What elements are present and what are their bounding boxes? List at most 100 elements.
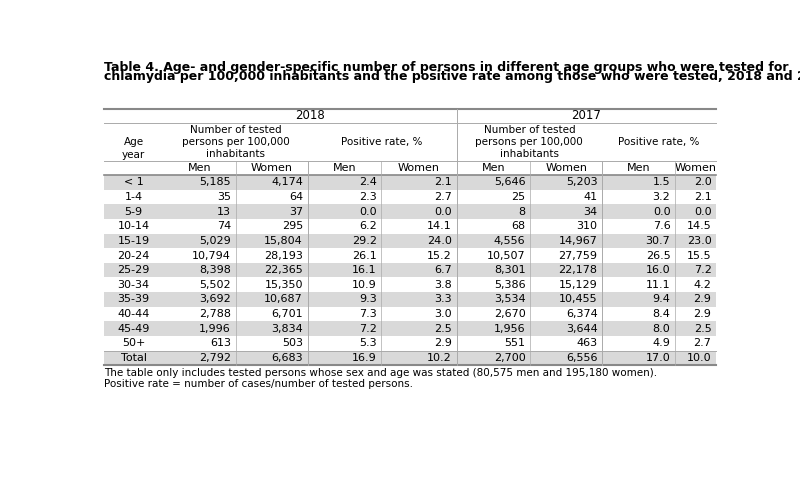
- Bar: [104, 190, 716, 204]
- Text: 2,700: 2,700: [494, 353, 526, 363]
- Text: 7.3: 7.3: [359, 309, 377, 319]
- Text: 2.1: 2.1: [694, 192, 711, 202]
- Text: 6,556: 6,556: [566, 353, 598, 363]
- Text: Number of tested
persons per 100,000
inhabitants: Number of tested persons per 100,000 inh…: [182, 124, 290, 159]
- Bar: [104, 263, 716, 277]
- Text: 28,193: 28,193: [264, 250, 303, 261]
- Text: 7.2: 7.2: [694, 265, 711, 275]
- Bar: [104, 292, 716, 307]
- Bar: [104, 204, 716, 219]
- Text: 11.1: 11.1: [646, 280, 670, 290]
- Bar: [104, 336, 716, 351]
- Text: 23.0: 23.0: [686, 236, 711, 246]
- Text: 3,692: 3,692: [199, 294, 231, 304]
- Text: 4,556: 4,556: [494, 236, 526, 246]
- Text: 10,455: 10,455: [559, 294, 598, 304]
- Text: Men: Men: [482, 163, 505, 173]
- Text: 5,502: 5,502: [199, 280, 231, 290]
- Text: Women: Women: [545, 163, 587, 173]
- Text: 8,301: 8,301: [494, 265, 526, 275]
- Text: 26.5: 26.5: [646, 250, 670, 261]
- Text: 16.9: 16.9: [352, 353, 377, 363]
- Text: 1,956: 1,956: [494, 324, 526, 334]
- Text: 4.9: 4.9: [653, 338, 670, 348]
- Text: 27,759: 27,759: [558, 250, 598, 261]
- Text: 7.2: 7.2: [358, 324, 377, 334]
- Text: 2,670: 2,670: [494, 309, 526, 319]
- Text: Men: Men: [333, 163, 356, 173]
- Text: 64: 64: [289, 192, 303, 202]
- Text: 2.4: 2.4: [358, 177, 377, 187]
- Text: 34: 34: [583, 207, 598, 217]
- Text: 295: 295: [282, 221, 303, 231]
- Text: 14.5: 14.5: [686, 221, 711, 231]
- Text: 3.3: 3.3: [434, 294, 452, 304]
- Text: 2.9: 2.9: [694, 309, 711, 319]
- Text: 3,644: 3,644: [566, 324, 598, 334]
- Text: 10,794: 10,794: [192, 250, 231, 261]
- Text: 2.5: 2.5: [434, 324, 452, 334]
- Text: 9.4: 9.4: [653, 294, 670, 304]
- Text: 8,398: 8,398: [199, 265, 231, 275]
- Text: 10.0: 10.0: [687, 353, 711, 363]
- Text: 15,804: 15,804: [264, 236, 303, 246]
- Text: chlamydia per 100,000 inhabitants and the positive rate among those who were tes: chlamydia per 100,000 inhabitants and th…: [104, 71, 800, 83]
- Text: 22,178: 22,178: [558, 265, 598, 275]
- Text: 3,534: 3,534: [494, 294, 526, 304]
- Text: 25-29: 25-29: [118, 265, 150, 275]
- Text: Women: Women: [674, 163, 717, 173]
- Text: 310: 310: [577, 221, 598, 231]
- Text: 2,788: 2,788: [199, 309, 231, 319]
- Bar: [104, 219, 716, 234]
- Text: 3.0: 3.0: [434, 309, 452, 319]
- Text: 4,174: 4,174: [271, 177, 303, 187]
- Text: 1.5: 1.5: [653, 177, 670, 187]
- Bar: [104, 277, 716, 292]
- Text: Positive rate, %: Positive rate, %: [342, 137, 422, 147]
- Text: 2,792: 2,792: [199, 353, 231, 363]
- Text: Total: Total: [121, 353, 146, 363]
- Text: 5,203: 5,203: [566, 177, 598, 187]
- Text: 5,386: 5,386: [494, 280, 526, 290]
- Text: Table 4. Age- and gender-specific number of persons in different age groups who : Table 4. Age- and gender-specific number…: [104, 61, 788, 74]
- Text: 3.2: 3.2: [653, 192, 670, 202]
- Text: 45-49: 45-49: [118, 324, 150, 334]
- Text: 2.5: 2.5: [694, 324, 711, 334]
- Text: 16.0: 16.0: [646, 265, 670, 275]
- Text: 8.4: 8.4: [653, 309, 670, 319]
- Text: 4.2: 4.2: [694, 280, 711, 290]
- Text: 40-44: 40-44: [118, 309, 150, 319]
- Text: 5,646: 5,646: [494, 177, 526, 187]
- Text: 25: 25: [511, 192, 526, 202]
- Text: 41: 41: [583, 192, 598, 202]
- Text: 10.9: 10.9: [352, 280, 377, 290]
- Text: 74: 74: [217, 221, 231, 231]
- Text: 29.2: 29.2: [352, 236, 377, 246]
- Text: Women: Women: [398, 163, 440, 173]
- Text: 6.2: 6.2: [359, 221, 377, 231]
- Text: 24.0: 24.0: [427, 236, 452, 246]
- Text: 22,365: 22,365: [264, 265, 303, 275]
- Text: 16.1: 16.1: [352, 265, 377, 275]
- Text: 613: 613: [210, 338, 231, 348]
- Text: Positive rate, %: Positive rate, %: [618, 137, 700, 147]
- Text: 15.2: 15.2: [427, 250, 452, 261]
- Text: < 1: < 1: [124, 177, 143, 187]
- Text: 2.7: 2.7: [694, 338, 711, 348]
- Text: 6.7: 6.7: [434, 265, 452, 275]
- Text: 68: 68: [511, 221, 526, 231]
- Text: 5,185: 5,185: [199, 177, 231, 187]
- Text: 5-9: 5-9: [125, 207, 142, 217]
- Text: Women: Women: [250, 163, 293, 173]
- Text: 10,687: 10,687: [264, 294, 303, 304]
- Text: 20-24: 20-24: [118, 250, 150, 261]
- Text: 1,996: 1,996: [199, 324, 231, 334]
- Text: 2018: 2018: [295, 109, 325, 122]
- Text: 503: 503: [282, 338, 303, 348]
- Text: 35: 35: [217, 192, 231, 202]
- Text: 5.3: 5.3: [359, 338, 377, 348]
- Text: 6,701: 6,701: [271, 309, 303, 319]
- Text: 9.3: 9.3: [359, 294, 377, 304]
- Text: 0.0: 0.0: [434, 207, 452, 217]
- Text: 35-39: 35-39: [118, 294, 150, 304]
